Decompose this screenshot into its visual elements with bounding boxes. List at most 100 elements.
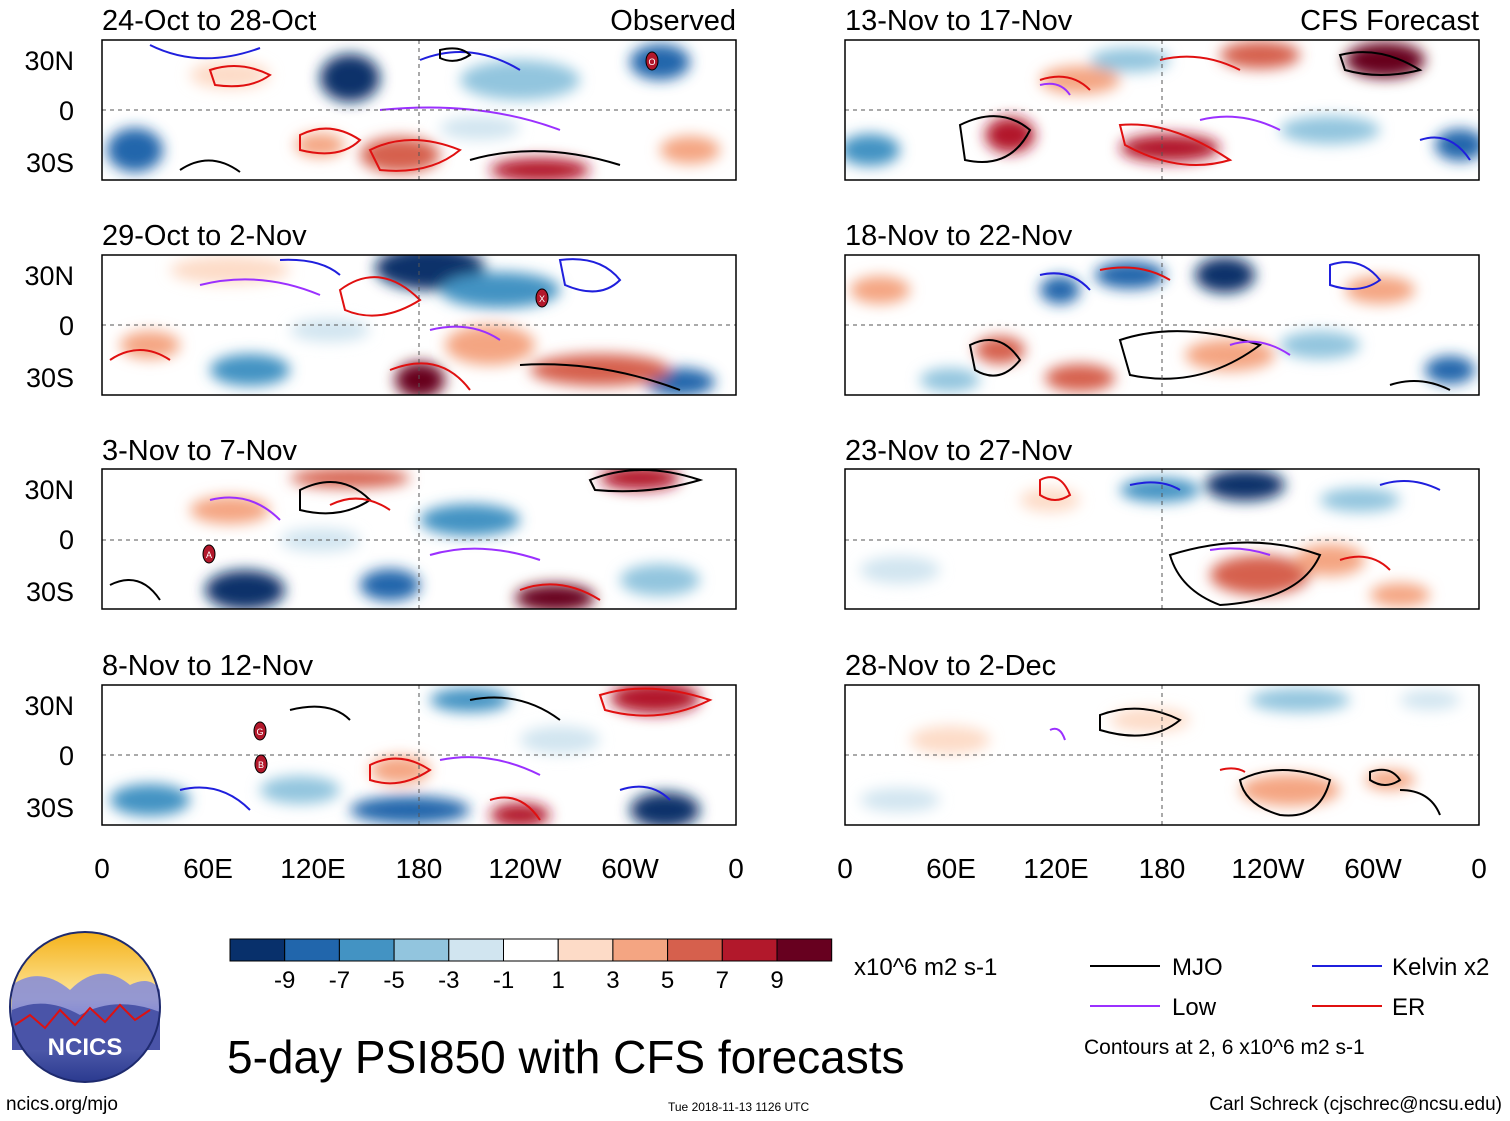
panel-title-dates: 28-Nov to 2-Dec (845, 650, 1056, 682)
panel-6: 23-Nov to 27-Nov (844, 435, 1480, 610)
svg-text:G: G (256, 727, 263, 737)
map-frame (101, 468, 737, 610)
panel-4: 13-Nov to 17-Nov CFS Forecast (844, 5, 1480, 181)
panel-title-dates: 3-Nov to 7-Nov (102, 435, 298, 467)
svg-text:X: X (539, 294, 545, 304)
colorbar-swatch (338, 938, 395, 962)
colorbar: -9 -7 -5 -3 -1 1 3 5 7 9 x10^6 m2 s-1 (229, 938, 997, 994)
tick-30N: 30N (24, 691, 74, 721)
panel-title-label: CFS Forecast (1300, 5, 1479, 37)
map-frame (101, 684, 737, 826)
map-frame (101, 254, 737, 396)
svg-text:O: O (648, 57, 655, 67)
panel-0: 24-Oct to 28-Oct Observed (101, 5, 737, 181)
storm-marker-G: G (253, 721, 267, 741)
panel-title-dates: 8-Nov to 12-Nov (102, 650, 314, 682)
panel-title-dates: 29-Oct to 2-Nov (102, 220, 307, 252)
legend-label-er: ER (1392, 994, 1425, 1021)
colorbar-swatch (284, 938, 340, 962)
y-axis-labels-left: 30N 0 30S 30N 0 30S 30N 0 30S 30N 0 30S (24, 46, 74, 823)
ncics-logo: NCICS (9, 931, 161, 1083)
colorbar-level-label: 1 (552, 967, 565, 994)
x-axis-labels-right: 0 60E 120E 180 120W 60W 0 (837, 853, 1487, 884)
panel-title-dates: 13-Nov to 17-Nov (845, 5, 1073, 37)
panel-title-dates: 18-Nov to 22-Nov (845, 220, 1073, 252)
tick-lon: 120E (280, 853, 345, 884)
colorbar-swatch (557, 938, 614, 962)
panel-7: 28-Nov to 2-Dec (844, 650, 1480, 826)
tick-lon: 0 (837, 853, 853, 884)
colorbar-swatch (503, 938, 559, 962)
legend-label-low: Low (1172, 994, 1217, 1021)
colorbar-level-label: 7 (716, 967, 729, 994)
tick-lon: 60E (926, 853, 976, 884)
legend-contour-note: Contours at 2, 6 x10^6 m2 s-1 (1084, 1036, 1365, 1059)
colorbar-level-label: 9 (770, 967, 783, 994)
logo-text: NCICS (48, 1034, 123, 1061)
map-frame (844, 468, 1480, 610)
panel-3: 8-Nov to 12-Nov (101, 650, 737, 826)
colorbar-level-label: -1 (493, 967, 514, 994)
x-axis-labels-left: 0 60E 120E 180 120W 60W 0 (94, 853, 744, 884)
panel-title-dates: 24-Oct to 28-Oct (102, 5, 316, 37)
panel-1: 29-Oct to 2-Nov (101, 220, 737, 396)
tick-30S: 30S (26, 793, 74, 823)
colorbar-level-label: -7 (329, 967, 350, 994)
legend: MJO Kelvin x2 Low ER Contours at 2, 6 x1… (1084, 954, 1489, 1059)
tick-30S: 30S (26, 148, 74, 178)
map-frame (844, 684, 1480, 826)
tick-lon: 180 (1139, 853, 1186, 884)
colorbar-level-label: -9 (274, 967, 295, 994)
tick-0: 0 (59, 525, 74, 555)
colorbar-level-label: 3 (606, 967, 619, 994)
colorbar-units: x10^6 m2 s-1 (854, 954, 997, 981)
storm-marker-X: X (535, 288, 549, 308)
panel-5: 18-Nov to 22-Nov (844, 220, 1480, 396)
colorbar-swatch (612, 938, 669, 962)
tick-30N: 30N (24, 261, 74, 291)
timestamp: Tue 2018-11-13 1126 UTC (668, 1100, 810, 1114)
source-url[interactable]: ncics.org/mjo (6, 1094, 118, 1115)
tick-lon: 60E (183, 853, 233, 884)
tick-30N: 30N (24, 475, 74, 505)
svg-text:B: B (258, 760, 264, 770)
tick-lon: 120W (1231, 853, 1305, 884)
tick-lon: 180 (396, 853, 443, 884)
map-frame (101, 39, 737, 181)
colorbar-level-label: -5 (383, 967, 404, 994)
panel-title-label: Observed (610, 5, 736, 37)
colorbar-swatch (393, 938, 450, 962)
tick-30S: 30S (26, 577, 74, 607)
tick-0: 0 (59, 311, 74, 341)
author-credit: Carl Schreck (cjschrec@ncsu.edu) (1209, 1094, 1502, 1115)
colorbar-swatch (721, 938, 778, 962)
tick-lon: 60W (601, 853, 659, 884)
tick-lon: 60W (1344, 853, 1402, 884)
tick-0: 0 (59, 96, 74, 126)
storm-marker-O: O (645, 51, 659, 71)
tick-lon: 0 (1471, 853, 1487, 884)
colorbar-level-label: -3 (438, 967, 459, 994)
storm-marker-A: A (202, 544, 216, 564)
panel-title-dates: 23-Nov to 27-Nov (845, 435, 1073, 467)
tick-lon: 120W (488, 853, 562, 884)
map-frame (844, 254, 1480, 396)
main-title: 5-day PSI850 with CFS forecasts (227, 1031, 905, 1083)
svg-text:A: A (206, 550, 212, 560)
colorbar-labels: -9 -7 -5 -3 -1 1 3 5 7 9 (274, 967, 784, 994)
tick-lon: 0 (728, 853, 744, 884)
colorbar-swatch (776, 938, 833, 962)
panel-2: 3-Nov to 7-Nov (101, 435, 737, 610)
map-frame (844, 39, 1480, 181)
colorbar-swatch (229, 938, 286, 962)
colorbar-swatches (229, 938, 833, 962)
legend-label-kelvin: Kelvin x2 (1392, 954, 1489, 981)
tick-0: 0 (59, 741, 74, 771)
tick-30S: 30S (26, 363, 74, 393)
colorbar-swatch (448, 938, 504, 962)
tick-lon: 120E (1023, 853, 1088, 884)
storm-marker-B: B (254, 754, 268, 774)
legend-label-mjo: MJO (1172, 954, 1223, 981)
tick-30N: 30N (24, 46, 74, 76)
